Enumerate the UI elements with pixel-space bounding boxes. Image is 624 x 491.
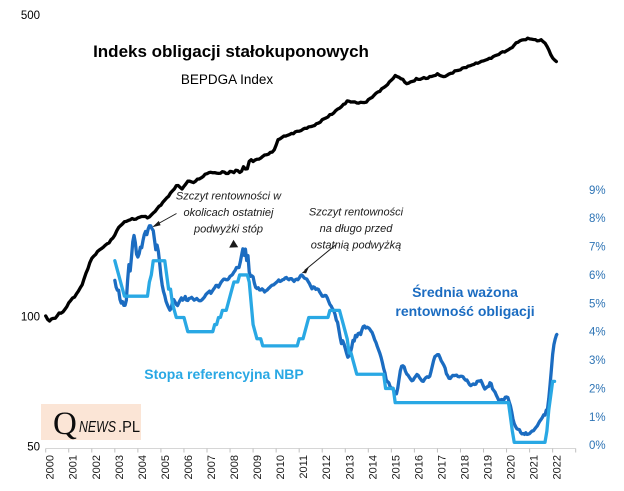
x-axis-label: 2009	[252, 455, 264, 479]
series-avg-yield	[113, 224, 559, 437]
logo-letter-q: Q	[53, 406, 77, 442]
left-axis-label: 50	[27, 442, 40, 454]
chart-title: Indeks obligacji stałokuponowych	[93, 42, 369, 61]
logo-background	[41, 404, 141, 440]
series-label-nbp: Stopa referencyjna NBP	[144, 366, 304, 382]
annotations: Indeks obligacji stałokuponowych BEPDGA …	[93, 42, 535, 382]
x-axis-label: 2007	[206, 455, 218, 479]
right-axis-label: 7%	[589, 242, 606, 254]
x-axis-label: 2022	[552, 455, 564, 479]
left-axis-label: 100	[21, 312, 40, 324]
x-axis-label: 2016	[413, 455, 425, 479]
x-axis-label: 2015	[390, 455, 402, 479]
right-axis-label: 8%	[589, 213, 606, 225]
logo-news-text: NEWS	[79, 419, 117, 436]
annotation-peak-2004-arrow-triangle	[229, 239, 239, 248]
data-series	[44, 36, 559, 445]
series-label-yield-line1: Średnia ważona	[412, 283, 518, 300]
x-axis-label: 2000	[45, 455, 57, 479]
x-axis-label: 2008	[229, 455, 241, 479]
x-axis-label: 2019	[483, 455, 495, 479]
x-axis-label: 2002	[91, 455, 103, 479]
x-axis-label: 2003	[114, 455, 126, 479]
annotation-peak-2011-text: Szczyt rentowności na długo przed ostatnią…	[309, 207, 404, 252]
x-axis-label: 2001	[68, 455, 80, 479]
chart-subtitle: BEPDGA Index	[181, 72, 274, 87]
series-label-yield-line2: rentowność obligacji	[395, 303, 534, 319]
x-axis-label: 2005	[160, 455, 172, 479]
right-axis-label: 0%	[589, 440, 606, 452]
series-nbp-rate	[113, 259, 557, 445]
right-axis-label: 5%	[589, 298, 606, 310]
x-axis-label: 2010	[275, 455, 287, 479]
series-bond-index	[44, 36, 558, 323]
annotation-peak-2004-text: Szczyt rentowności w okolicach ostatniej p…	[176, 191, 282, 236]
axes: 2000 2001 2002 2003 2004 2005 2006 2007 2008 2009…	[21, 10, 606, 479]
x-axis-label: 2020	[506, 455, 518, 479]
x-axis-label: 2014	[367, 455, 379, 479]
left-axis-label: 500	[21, 10, 40, 22]
right-axis-label: 2%	[589, 383, 606, 395]
x-axis-label: 2011	[298, 455, 310, 479]
annotation-peak-2011-arrow-line	[304, 244, 336, 271]
right-axis-label: 9%	[589, 185, 606, 197]
annotation-peak-2004-arrow-head	[152, 220, 161, 228]
right-axis-label: 1%	[589, 412, 606, 424]
annotation-peak-2011-arrow-head	[301, 267, 309, 274]
right-axis-label: 6%	[589, 270, 606, 282]
right-axis-label: 3%	[589, 355, 606, 367]
x-axis-label: 2018	[459, 455, 471, 479]
logo-pl-text: .PL	[118, 419, 140, 436]
right-axis-label: 4%	[589, 327, 606, 339]
x-axis-label: 2004	[137, 455, 149, 479]
x-axis-label: 2006	[183, 455, 195, 479]
x-axis-label: 2021	[529, 455, 541, 479]
x-axis-label: 2013	[344, 455, 356, 479]
x-axis-label: 2012	[321, 455, 333, 479]
x-axis-label: 2017	[436, 455, 448, 479]
qnews-logo: Q NEWS .PL	[41, 404, 141, 442]
